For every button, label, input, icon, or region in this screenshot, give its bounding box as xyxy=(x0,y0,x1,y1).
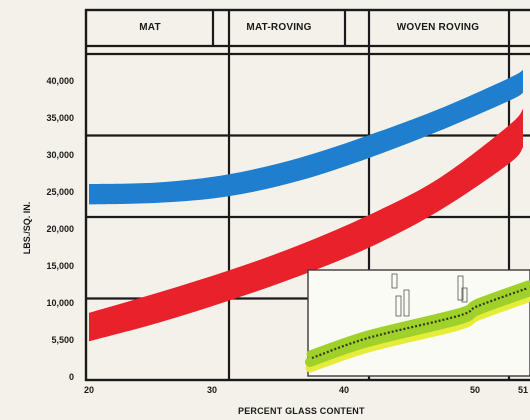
inset-layer-green-top xyxy=(306,280,530,358)
y-tick-label: 10,000 xyxy=(46,298,74,308)
series-band-0 xyxy=(89,69,523,205)
header-woven-roving: WOVEN ROVING xyxy=(396,22,480,33)
series-band-1 xyxy=(89,109,523,342)
x-axis-label: PERCENT GLASS CONTENT xyxy=(238,406,365,416)
y-tick-label: 5,500 xyxy=(51,335,74,345)
laminate-inset xyxy=(305,269,530,377)
header-mat: MAT xyxy=(139,22,161,33)
y-tick-label: 40,000 xyxy=(46,76,74,86)
y-tick-label: 15,000 xyxy=(46,261,74,271)
inset-layer-green xyxy=(305,287,530,367)
inset-marker xyxy=(395,295,402,317)
x-tick-label: 40 xyxy=(338,385,350,395)
x-tick-label: 30 xyxy=(206,385,218,395)
y-tick-label: 25,000 xyxy=(46,187,74,197)
x-tick-label: 50 xyxy=(469,385,481,395)
chart-frame xyxy=(84,8,530,382)
header-mat-roving: MAT-ROVING xyxy=(246,22,312,33)
y-tick-label: 20,000 xyxy=(46,224,74,234)
inset-fibre-line xyxy=(311,286,529,360)
inset-marker xyxy=(403,289,410,317)
inset-marker xyxy=(461,287,468,303)
y-tick-label: 30,000 xyxy=(46,150,74,160)
x-tick-label: 20 xyxy=(83,385,95,395)
inset-marker xyxy=(391,273,398,289)
x-tick-label: 51 xyxy=(517,385,529,395)
y-axis-label: LBS./SQ. IN. xyxy=(22,201,32,255)
y-tick-label: 35,000 xyxy=(46,113,74,123)
y-tick-label: 0 xyxy=(68,372,74,382)
series-layer xyxy=(89,69,523,342)
frame-layer xyxy=(84,8,530,382)
inset-layer-yellow xyxy=(305,293,530,373)
